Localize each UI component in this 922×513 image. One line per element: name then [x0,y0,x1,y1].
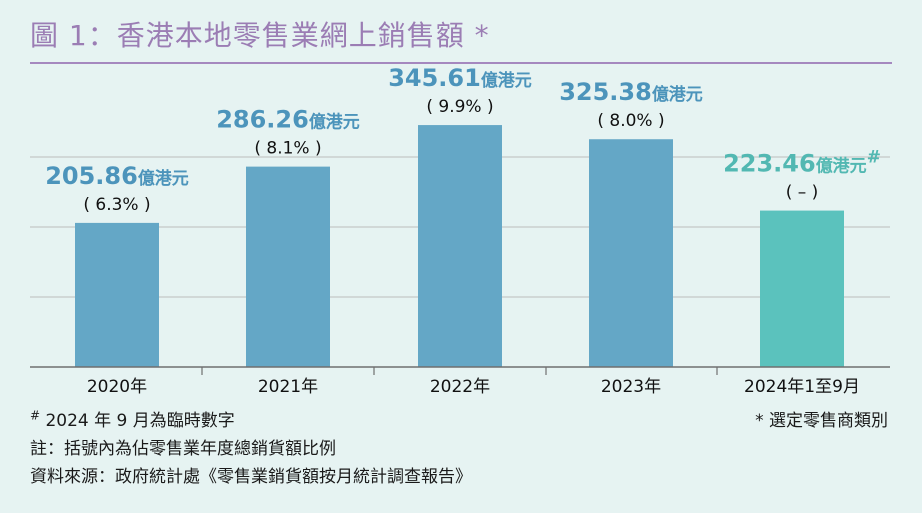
value-label-3: 345.61億港元 [388,64,532,92]
footnote-provisional: # 2024 年 9 月為臨時數字 [30,406,235,431]
title-divider [30,62,892,64]
value-label-1: 205.86億港元 [45,162,189,190]
bar-chart: 205.86億港元( 6.3% )286.26億港元( 8.1% )345.61… [30,64,890,397]
value-number: 325.38 [559,78,652,106]
x-tick-label-2: 2021年 [258,377,318,397]
bars [75,125,844,367]
value-unit: 億港元 [481,70,532,91]
value-unit: 億港元 [309,112,360,133]
footnote-retailer-category: * 選定零售商類別 [755,411,888,431]
share-label-4: ( 8.0% ) [597,111,664,131]
value-unit: 億港元 [138,168,189,189]
footnote-provisional-text: 2024 年 9 月為臨時數字 [40,411,235,431]
share-label-5: ( – ) [786,183,819,203]
x-tick-label-1: 2020年 [87,377,147,397]
value-number: 223.46 [723,150,816,178]
bar-2 [246,166,330,367]
footnote-source: 資料來源：政府統計處《零售業銷貨額按月統計調查報告》 [30,467,472,487]
bar-1 [75,222,159,367]
value-provisional-mark: # [867,148,881,168]
share-label-2: ( 8.1% ) [254,139,321,159]
x-tick-label-5: 2024年1至9月 [744,377,860,397]
bar-4 [589,139,673,367]
x-tick-label-4: 2023年 [601,377,661,397]
value-label-2: 286.26億港元 [216,106,360,134]
chart-title: 圖 1：香港本地零售業網上銷售額 * [30,19,490,52]
bar-3 [418,125,502,367]
share-label-1: ( 6.3% ) [83,195,150,215]
data-labels: 205.86億港元( 6.3% )286.26億港元( 8.1% )345.61… [45,64,881,215]
bar-5 [760,210,844,367]
value-unit: 億港元 [652,84,703,105]
value-number: 205.86 [45,162,138,190]
x-axis: 2020年 2021年 2022年 2023年 2024年1至9月 [30,366,890,397]
value-unit: 億港元 [816,156,867,177]
value-label-4: 325.38億港元 [559,78,703,106]
share-label-3: ( 9.9% ) [426,97,493,117]
value-number: 345.61 [388,64,481,92]
x-tick-label-3: 2022年 [430,377,490,397]
value-number: 286.26 [216,106,309,134]
value-label-5: 223.46億港元# [723,148,881,178]
footnote-note: 註：括號內為佔零售業年度總銷貨額比例 [30,439,336,459]
footnote-provisional-mark: # [30,408,41,423]
